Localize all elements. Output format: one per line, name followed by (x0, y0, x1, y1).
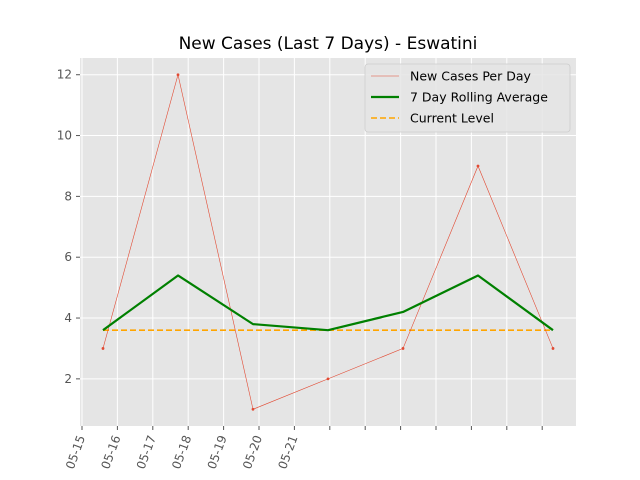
y-tick-label: 4 (64, 311, 72, 325)
y-tick-label: 2 (64, 372, 72, 386)
x-tick-label: 05-15 (63, 433, 88, 471)
data-point (176, 73, 180, 77)
data-point (551, 347, 555, 350)
x-tick-label: 05-17 (134, 433, 159, 471)
y-tick-label: 6 (64, 250, 72, 264)
data-point (251, 407, 255, 411)
x-axis: 05-15 05-16 05-17 05-18 05-19 05-20 05-21 (63, 426, 543, 471)
x-tick-label: 05-19 (205, 433, 230, 471)
legend-label: New Cases Per Day (410, 69, 531, 84)
x-tick-label: 05-21 (275, 433, 300, 471)
series-group (101, 73, 555, 411)
data-point (326, 377, 330, 381)
y-tick-label: 8 (64, 189, 72, 203)
legend-box (364, 63, 571, 133)
data-point (401, 347, 405, 350)
y-tick-label: 12 (57, 68, 72, 82)
series-line-2 (102, 274, 554, 332)
legend: New Cases Per Day 7 Day Rolling Average Cu… (364, 63, 571, 133)
data-point (476, 164, 480, 168)
legend-label: 7 Day Rolling Average (410, 90, 548, 105)
chart-title: New Cases (Last 7 Days) - Eswatini (179, 34, 478, 54)
y-axis: 2 4 6 8 10 12 (57, 68, 80, 386)
legend-label: Current Level (410, 111, 494, 126)
data-point (101, 347, 105, 350)
x-tick-label: 05-16 (98, 433, 123, 471)
y-tick-label: 10 (57, 129, 72, 143)
x-tick-label: 05-20 (240, 433, 265, 471)
x-tick-label: 05-18 (169, 433, 194, 471)
